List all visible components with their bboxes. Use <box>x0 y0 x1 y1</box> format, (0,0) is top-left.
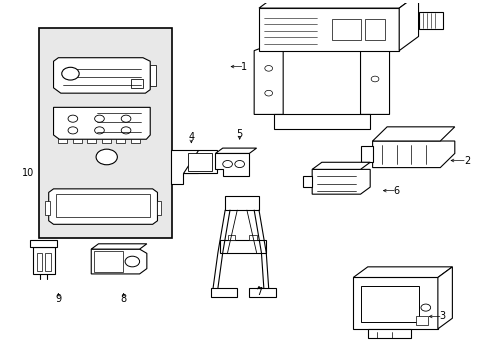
Polygon shape <box>360 47 389 114</box>
Polygon shape <box>91 244 146 249</box>
Polygon shape <box>398 0 418 51</box>
Polygon shape <box>273 114 369 129</box>
Circle shape <box>95 115 104 122</box>
Text: 8: 8 <box>121 294 126 304</box>
Bar <box>37 253 42 271</box>
Bar <box>116 139 125 144</box>
Circle shape <box>61 67 79 80</box>
Bar <box>187 153 212 171</box>
Polygon shape <box>171 150 197 184</box>
Circle shape <box>121 115 131 122</box>
Polygon shape <box>33 247 54 274</box>
Polygon shape <box>372 141 454 168</box>
Bar <box>45 253 51 271</box>
Polygon shape <box>302 176 311 187</box>
Bar <box>58 139 67 144</box>
Bar <box>94 251 122 272</box>
Circle shape <box>68 115 78 122</box>
Polygon shape <box>91 249 146 274</box>
Polygon shape <box>254 47 283 114</box>
Polygon shape <box>352 267 451 278</box>
Circle shape <box>223 161 232 168</box>
Polygon shape <box>360 146 372 162</box>
Bar <box>360 286 418 322</box>
Text: 5: 5 <box>236 129 243 139</box>
Polygon shape <box>53 58 150 93</box>
Circle shape <box>234 161 244 168</box>
Text: 1: 1 <box>241 62 247 72</box>
Polygon shape <box>224 196 259 210</box>
Text: 10: 10 <box>22 168 34 178</box>
Circle shape <box>370 76 378 82</box>
Polygon shape <box>311 169 369 194</box>
Polygon shape <box>215 153 249 176</box>
Text: 3: 3 <box>439 311 445 321</box>
Polygon shape <box>220 240 265 253</box>
Polygon shape <box>437 267 451 329</box>
Polygon shape <box>367 329 410 338</box>
Circle shape <box>264 66 272 71</box>
Bar <box>87 139 96 144</box>
Polygon shape <box>56 194 150 217</box>
Polygon shape <box>210 288 237 297</box>
Circle shape <box>95 127 104 134</box>
Bar <box>227 235 234 240</box>
Bar <box>331 19 360 40</box>
Circle shape <box>420 304 430 311</box>
Polygon shape <box>311 162 369 169</box>
Bar <box>39 28 172 238</box>
Bar <box>415 316 427 325</box>
Polygon shape <box>259 8 398 51</box>
Polygon shape <box>215 148 256 153</box>
Text: 9: 9 <box>55 294 61 304</box>
Bar <box>131 139 139 144</box>
Polygon shape <box>372 127 454 141</box>
Polygon shape <box>30 240 57 247</box>
Text: 6: 6 <box>393 186 399 195</box>
Polygon shape <box>49 189 157 224</box>
Bar <box>150 65 156 86</box>
Polygon shape <box>249 288 275 297</box>
Bar <box>45 201 50 215</box>
Bar <box>131 79 142 88</box>
Circle shape <box>121 127 131 134</box>
Bar <box>73 139 81 144</box>
Bar <box>365 19 384 40</box>
Polygon shape <box>53 107 150 139</box>
Polygon shape <box>183 150 217 173</box>
Polygon shape <box>259 0 418 8</box>
Circle shape <box>96 149 117 165</box>
Circle shape <box>125 256 139 267</box>
Text: 7: 7 <box>255 287 262 297</box>
Bar <box>102 139 110 144</box>
Text: 2: 2 <box>463 156 469 166</box>
Circle shape <box>68 127 78 134</box>
Circle shape <box>264 90 272 96</box>
Bar <box>156 201 161 215</box>
Text: 4: 4 <box>188 132 194 143</box>
Polygon shape <box>418 12 442 30</box>
Bar <box>249 235 256 240</box>
Polygon shape <box>352 278 437 329</box>
